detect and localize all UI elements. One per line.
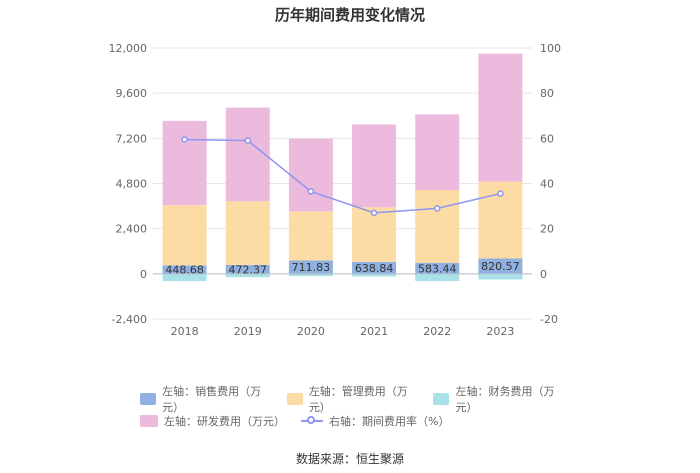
legend-item-rate[interactable]: 右轴：期间费用率（%）	[301, 413, 449, 429]
sales-value-label: 638.84	[355, 262, 394, 275]
legend-label-rate: 右轴：期间费用率（%）	[329, 415, 450, 428]
left-tick-label: 7,200	[116, 132, 148, 145]
bar-rd	[225, 107, 270, 202]
chart-svg: 448.68 472.37 711.83 638.84 583.44 820.57 12,…	[109, 42, 562, 338]
line-layer	[181, 136, 504, 217]
legend-item-sales[interactable]: 左轴：销售费用（万元）	[140, 383, 271, 415]
bar-sales	[478, 258, 523, 274]
bars-layer	[162, 53, 523, 281]
rate-point	[307, 188, 315, 195]
legend-label-sales: 左轴：销售费用（万元）	[162, 385, 262, 414]
bar-rd	[162, 120, 207, 206]
bar-admin	[415, 190, 460, 263]
right-tick-label: 40	[540, 178, 554, 191]
bar-sales	[162, 265, 207, 274]
right-tick-label: 80	[540, 87, 554, 100]
bar-rd	[352, 124, 397, 208]
bar-rd	[288, 138, 333, 212]
legend-swatch-admin	[286, 393, 303, 405]
legend-swatch-sales	[140, 393, 157, 405]
sales-value-label: 448.68	[165, 264, 204, 277]
right-tick-label: 20	[540, 223, 554, 236]
bar-admin	[225, 201, 270, 265]
legend-label-rd: 左轴：研发费用（万元）	[164, 415, 285, 428]
bar-finance	[162, 273, 207, 281]
bar-admin	[162, 205, 207, 266]
bar-finance	[225, 273, 270, 278]
right-tick-label: -20	[540, 313, 558, 326]
sales-value-label: 820.57	[481, 260, 520, 273]
bar-finance	[288, 273, 333, 277]
legend-label-finance: 左轴：财务费用（万元）	[455, 385, 555, 414]
sales-value-label: 711.83	[292, 261, 331, 274]
bar-finance	[352, 273, 397, 277]
right-tick-label: 60	[540, 132, 554, 145]
left-tick-label: -2,400	[112, 313, 147, 326]
rate-point	[370, 209, 378, 217]
legend-swatch-rd	[140, 415, 158, 427]
bar-finance	[478, 273, 523, 280]
legend-row-2: 左轴：研发费用（万元） 右轴：期间费用率（%）	[140, 410, 580, 432]
legend-swatch-finance	[433, 393, 450, 405]
legend-item-rd[interactable]: 左轴：研发费用（万元）	[140, 413, 285, 429]
legend-item-finance[interactable]: 左轴：财务费用（万元）	[433, 383, 564, 415]
bar-admin	[288, 211, 333, 261]
rate-line	[184, 138, 501, 214]
x-tick-label: 2019	[234, 325, 262, 338]
bar-rd	[415, 114, 460, 191]
x-tick-label: 2020	[297, 325, 325, 338]
rate-point	[244, 137, 251, 144]
x-tick-label: 2023	[486, 325, 514, 338]
data-source: 数据来源：恒生聚源	[295, 452, 404, 466]
left-tick-label: 9,600	[116, 87, 148, 100]
right-tick-label: 0	[540, 268, 547, 281]
x-tick-label: 2021	[360, 325, 388, 338]
legend-line-marker-icon	[301, 415, 323, 427]
grid-layer	[153, 47, 532, 320]
chart-title: 历年期间费用变化情况	[274, 6, 425, 24]
x-tick-label: 2018	[171, 325, 199, 338]
rate-point	[434, 205, 441, 212]
sales-value-label: 583.44	[418, 262, 457, 275]
bar-sales	[415, 262, 460, 274]
bar-sales	[352, 261, 397, 274]
bar-sales	[225, 264, 270, 274]
axis-layer: 12,000 100 9,600 80 7,200 60 4,800 40 2,400 20 0 0 -…	[109, 42, 562, 338]
legend-item-admin[interactable]: 左轴：管理费用（万元）	[286, 383, 418, 415]
left-tick-label: 0	[140, 268, 147, 281]
right-tick-label: 100	[540, 42, 561, 55]
legend-label-admin: 左轴：管理费用（万元）	[308, 385, 408, 414]
legend-row-1: 左轴：销售费用（万元） 左轴：管理费用（万元） 左轴：财务费用（万元）	[140, 385, 580, 414]
rate-point	[181, 136, 188, 143]
x-tick-label: 2022	[423, 325, 451, 338]
sales-value-label: 472.37	[229, 263, 268, 276]
bar-rd	[478, 53, 523, 182]
rate-point	[497, 190, 504, 197]
bar-admin	[352, 207, 397, 262]
left-tick-label: 2,400	[116, 223, 148, 236]
bar-finance	[415, 273, 460, 281]
left-tick-label: 12,000	[109, 42, 148, 55]
bar-sales	[288, 260, 333, 274]
labels-layer: 448.68 472.37 711.83 638.84 583.44 820.57	[165, 260, 519, 276]
legend: 左轴：销售费用（万元） 左轴：管理费用（万元） 左轴：财务费用（万元） 左轴：研…	[140, 385, 580, 432]
left-tick-label: 4,800	[116, 178, 148, 191]
